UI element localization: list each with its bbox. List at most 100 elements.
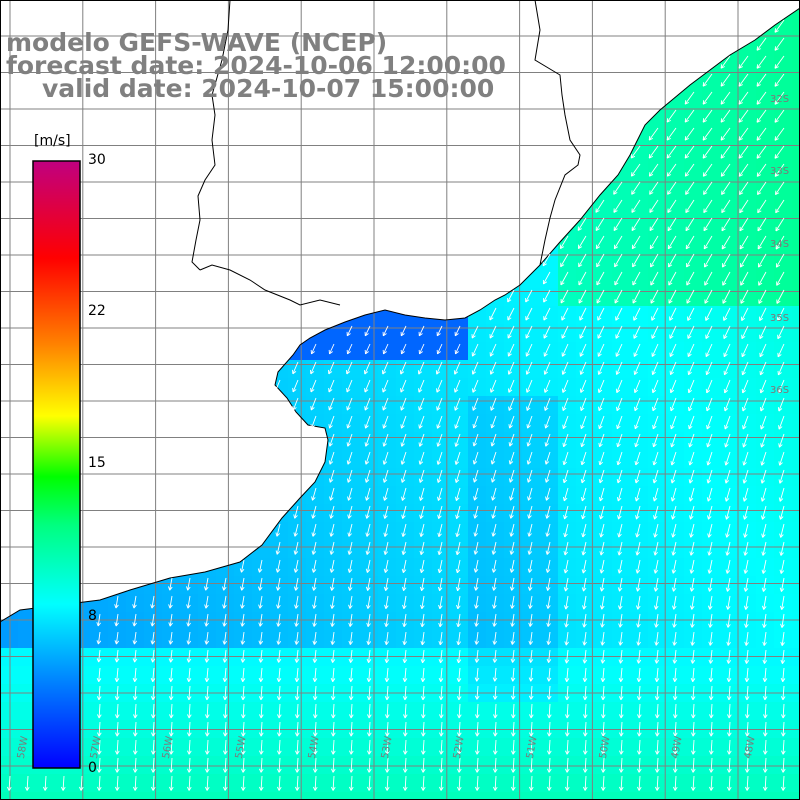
speed-cell xyxy=(792,792,800,800)
speed-cell xyxy=(612,162,631,181)
speed-cell xyxy=(414,594,433,613)
speed-cell xyxy=(0,324,19,343)
speed-cell xyxy=(486,558,505,577)
speed-cell xyxy=(648,594,667,613)
speed-cell xyxy=(684,468,703,487)
speed-cell xyxy=(90,414,109,433)
speed-cell xyxy=(180,522,199,541)
speed-cell xyxy=(306,8,325,19)
speed-cell xyxy=(612,216,631,235)
speed-cell xyxy=(774,468,793,487)
speed-cell xyxy=(144,108,163,127)
speed-cell xyxy=(126,450,145,469)
speed-cell xyxy=(774,522,793,541)
speed-cell xyxy=(468,108,487,127)
speed-cell xyxy=(162,504,181,523)
speed-cell xyxy=(36,108,55,127)
speed-cell xyxy=(198,450,217,469)
speed-cell xyxy=(756,594,775,613)
speed-cell xyxy=(270,8,289,19)
speed-cell xyxy=(702,36,721,55)
speed-cell xyxy=(0,666,19,685)
speed-cell xyxy=(72,108,91,127)
speed-cell xyxy=(378,324,397,343)
speed-cell xyxy=(180,504,199,523)
speed-cell xyxy=(486,432,505,451)
speed-cell xyxy=(0,468,19,487)
speed-cell xyxy=(450,306,469,325)
speed-cell xyxy=(144,432,163,451)
speed-cell xyxy=(216,576,235,595)
speed-cell xyxy=(288,450,307,469)
speed-cell xyxy=(792,666,800,685)
speed-cell xyxy=(360,108,379,127)
speed-cell xyxy=(666,198,685,217)
speed-cell xyxy=(198,504,217,523)
speed-cell xyxy=(288,306,307,325)
speed-cell xyxy=(360,576,379,595)
speed-cell xyxy=(342,432,361,451)
speed-cell xyxy=(522,792,541,800)
speed-cell xyxy=(216,126,235,145)
speed-cell xyxy=(126,540,145,559)
speed-cell xyxy=(378,342,397,361)
speed-cell xyxy=(720,486,739,505)
speed-cell xyxy=(162,576,181,595)
speed-cell xyxy=(792,216,800,235)
speed-cell xyxy=(684,18,703,37)
speed-cell xyxy=(270,432,289,451)
speed-cell xyxy=(306,540,325,559)
speed-cell xyxy=(234,180,253,199)
speed-cell xyxy=(666,504,685,523)
speed-cell xyxy=(360,180,379,199)
lat-label-33s: 33S xyxy=(770,166,790,177)
speed-cell xyxy=(216,378,235,397)
speed-cell xyxy=(90,126,109,145)
speed-cell xyxy=(144,414,163,433)
valid-date: valid date: 2024-10-07 15:00:00 xyxy=(42,74,495,103)
speed-cell xyxy=(360,522,379,541)
speed-cell xyxy=(756,450,775,469)
speed-cell xyxy=(522,576,541,595)
speed-cell xyxy=(450,126,469,145)
speed-cell xyxy=(756,792,775,800)
speed-cell xyxy=(702,108,721,127)
speed-cell xyxy=(576,18,595,37)
speed-cell xyxy=(198,306,217,325)
speed-cell xyxy=(450,288,469,307)
speed-cell xyxy=(540,8,559,19)
speed-cell xyxy=(468,468,487,487)
speed-cell xyxy=(486,450,505,469)
speed-cell xyxy=(306,306,325,325)
speed-cell xyxy=(0,648,19,667)
speed-cell xyxy=(306,234,325,253)
speed-cell xyxy=(126,108,145,127)
speed-cell xyxy=(792,270,800,289)
speed-cell xyxy=(360,126,379,145)
speed-cell xyxy=(252,306,271,325)
speed-cell xyxy=(702,162,721,181)
speed-cell xyxy=(720,72,739,91)
speed-cell xyxy=(306,324,325,343)
speed-cell xyxy=(216,8,235,19)
speed-cell xyxy=(234,576,253,595)
speed-cell xyxy=(630,522,649,541)
speed-cell xyxy=(612,180,631,199)
speed-cell xyxy=(360,144,379,163)
speed-cell xyxy=(234,594,253,613)
speed-cell xyxy=(414,8,433,19)
speed-cell xyxy=(342,522,361,541)
speed-cell xyxy=(324,486,343,505)
speed-cell xyxy=(684,486,703,505)
speed-cell xyxy=(558,90,577,109)
speed-cell xyxy=(738,54,757,73)
speed-cell xyxy=(360,162,379,181)
speed-cell xyxy=(540,72,559,91)
speed-cell xyxy=(216,306,235,325)
speed-cell xyxy=(684,8,703,19)
speed-cell xyxy=(702,72,721,91)
speed-cell xyxy=(360,792,379,800)
speed-cell xyxy=(792,288,800,307)
speed-cell xyxy=(558,558,577,577)
speed-cell xyxy=(450,468,469,487)
